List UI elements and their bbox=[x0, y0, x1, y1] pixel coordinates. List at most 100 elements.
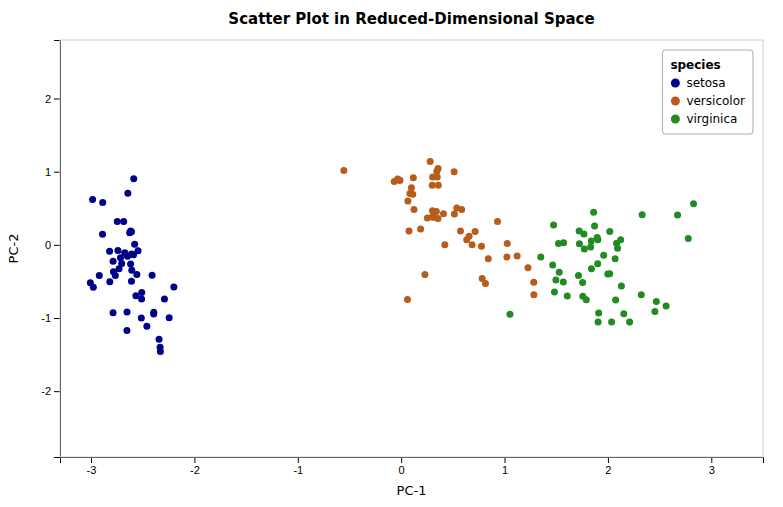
point bbox=[124, 190, 131, 197]
x-tick-label: 0 bbox=[399, 464, 405, 476]
point bbox=[588, 265, 595, 272]
point bbox=[106, 278, 113, 285]
x-tick-mark bbox=[298, 457, 299, 463]
point bbox=[618, 283, 625, 290]
point bbox=[99, 199, 106, 206]
point bbox=[590, 209, 597, 216]
point bbox=[504, 240, 511, 247]
x-tick-mark bbox=[91, 457, 92, 463]
chart: -3-2-10123-2-1012Scatter Plot in Reduced… bbox=[0, 0, 783, 507]
x-tick: -1 bbox=[293, 457, 303, 476]
x-axis-label: PC-1 bbox=[397, 483, 427, 498]
point bbox=[123, 327, 130, 334]
point bbox=[127, 261, 134, 268]
point bbox=[581, 246, 588, 253]
series-1 bbox=[340, 158, 537, 303]
point bbox=[435, 182, 442, 189]
point bbox=[440, 210, 447, 217]
y-tick-mark bbox=[54, 318, 60, 319]
x-tick-label: -3 bbox=[87, 464, 97, 476]
point bbox=[114, 247, 121, 254]
x-axis-line bbox=[61, 458, 764, 464]
x-tick-label: 3 bbox=[709, 464, 715, 476]
point bbox=[482, 280, 489, 287]
legend-marker bbox=[671, 115, 680, 124]
y-tick-label: 2 bbox=[45, 93, 51, 105]
y-axis: -2-1012 bbox=[41, 41, 60, 458]
point bbox=[421, 271, 428, 278]
legend-label: virginica bbox=[686, 112, 737, 126]
point bbox=[576, 240, 583, 247]
x-tick-label: 1 bbox=[502, 464, 508, 476]
legend-label: versicolor bbox=[686, 94, 745, 108]
point bbox=[429, 182, 436, 189]
x-tick-label: -2 bbox=[190, 464, 200, 476]
point bbox=[466, 233, 473, 240]
point bbox=[685, 235, 692, 242]
point bbox=[595, 318, 602, 325]
point bbox=[424, 215, 431, 222]
point bbox=[530, 291, 537, 298]
point bbox=[626, 318, 633, 325]
point bbox=[690, 200, 697, 207]
y-tick-label: -2 bbox=[41, 385, 51, 397]
x-tick-label: 2 bbox=[605, 464, 611, 476]
point bbox=[458, 206, 465, 213]
point bbox=[588, 237, 595, 244]
y-tick: 0 bbox=[45, 239, 60, 251]
point bbox=[131, 241, 138, 248]
point bbox=[149, 272, 156, 279]
point bbox=[583, 296, 590, 303]
x-tick-mark bbox=[194, 457, 195, 463]
point bbox=[396, 177, 403, 184]
x-tick: -3 bbox=[87, 457, 97, 476]
point bbox=[469, 241, 476, 248]
point bbox=[606, 270, 613, 277]
point bbox=[651, 308, 658, 315]
point bbox=[96, 272, 103, 279]
point bbox=[591, 222, 598, 229]
x-tick-mark bbox=[608, 457, 609, 463]
point bbox=[118, 260, 125, 267]
legend-marker bbox=[671, 97, 680, 106]
point bbox=[404, 296, 411, 303]
y-tick-mark bbox=[54, 245, 60, 246]
point bbox=[594, 234, 601, 241]
point bbox=[617, 236, 624, 243]
point bbox=[406, 190, 413, 197]
point bbox=[170, 283, 177, 290]
point bbox=[551, 289, 558, 296]
point bbox=[653, 298, 660, 305]
point bbox=[127, 228, 134, 235]
point bbox=[524, 264, 531, 271]
point bbox=[556, 269, 563, 276]
point bbox=[150, 311, 157, 318]
point bbox=[506, 311, 513, 318]
y-tick-mark bbox=[54, 99, 60, 100]
point bbox=[594, 260, 601, 267]
plot-frame bbox=[60, 40, 763, 457]
point bbox=[87, 279, 94, 286]
point bbox=[99, 231, 106, 238]
point bbox=[550, 221, 557, 228]
point bbox=[552, 277, 559, 284]
point bbox=[537, 254, 544, 261]
x-tick-mark bbox=[711, 457, 712, 463]
point bbox=[441, 241, 448, 248]
legend-marker bbox=[671, 79, 680, 88]
point bbox=[410, 174, 417, 181]
point bbox=[639, 211, 646, 218]
point bbox=[575, 272, 582, 279]
point bbox=[124, 309, 131, 316]
point bbox=[124, 253, 131, 260]
point bbox=[157, 344, 164, 351]
point bbox=[579, 279, 586, 286]
point bbox=[130, 175, 137, 182]
point bbox=[427, 158, 434, 165]
y-tick-mark bbox=[54, 172, 60, 173]
legend-title: species bbox=[670, 58, 720, 72]
point bbox=[156, 336, 163, 343]
point bbox=[564, 292, 571, 299]
x-tick-mark bbox=[401, 457, 402, 463]
x-tick: -2 bbox=[190, 457, 200, 476]
